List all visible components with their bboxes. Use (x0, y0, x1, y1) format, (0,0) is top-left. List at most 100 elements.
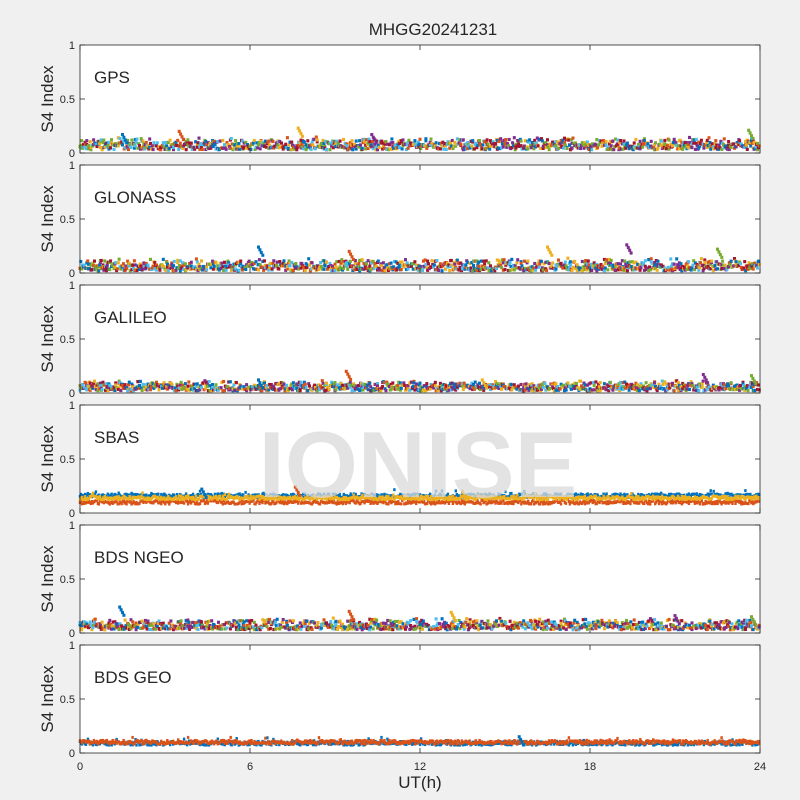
data-point (318, 265, 322, 269)
data-point (583, 383, 587, 387)
data-point (257, 378, 260, 382)
data-point (703, 375, 707, 379)
data-point (663, 142, 667, 146)
data-point (162, 145, 166, 149)
data-point (747, 261, 751, 265)
data-point (372, 266, 376, 271)
data-point (298, 140, 302, 144)
y-tick-label: 0.5 (60, 214, 75, 226)
data-point (349, 383, 353, 387)
data-point (252, 383, 256, 387)
data-point (127, 497, 130, 501)
data-point (715, 260, 719, 264)
data-point (344, 502, 347, 506)
data-point (220, 497, 223, 501)
data-point (117, 502, 120, 506)
data-point (257, 494, 260, 498)
data-point (253, 385, 257, 389)
data-point (147, 496, 150, 500)
data-point (83, 492, 87, 496)
data-point (343, 141, 347, 146)
data-point (371, 387, 375, 391)
data-point (457, 262, 461, 266)
data-point (164, 502, 167, 506)
data-point (237, 142, 241, 146)
data-point (200, 386, 203, 390)
data-point (675, 143, 679, 147)
data-point (486, 142, 490, 146)
data-point (531, 268, 535, 272)
data-point (496, 146, 500, 150)
data-point (656, 492, 659, 496)
data-point (341, 145, 345, 149)
data-point (166, 383, 170, 387)
data-point (429, 265, 433, 269)
data-point (411, 384, 415, 389)
data-point (569, 387, 573, 391)
data-point (174, 268, 178, 272)
data-point (375, 264, 379, 268)
data-point (506, 142, 509, 146)
data-point (525, 145, 529, 149)
data-point (476, 499, 479, 503)
data-point (550, 143, 554, 147)
data-point (744, 139, 748, 143)
data-point (109, 501, 112, 505)
data-point (505, 145, 509, 149)
data-point (288, 140, 292, 144)
data-point (576, 493, 579, 497)
data-point (754, 382, 758, 386)
data-point (221, 265, 225, 269)
data-point (338, 501, 341, 505)
data-point (327, 142, 331, 146)
data-point (756, 266, 759, 270)
data-point (103, 494, 106, 498)
data-point (541, 268, 545, 272)
data-point (529, 267, 533, 271)
data-point (89, 145, 93, 150)
data-point (672, 137, 676, 141)
data-point (563, 141, 566, 145)
data-point (626, 493, 629, 497)
data-point (732, 388, 736, 392)
data-point (287, 259, 291, 263)
data-point (441, 388, 445, 392)
data-point (116, 497, 119, 501)
data-point (446, 500, 450, 503)
data-point (537, 265, 541, 269)
data-point (232, 501, 235, 504)
data-point (307, 257, 311, 261)
data-point (83, 140, 87, 144)
data-point (526, 259, 530, 263)
data-point (461, 148, 465, 152)
data-point (747, 128, 751, 132)
data-point (273, 497, 276, 501)
data-point (464, 142, 468, 146)
data-point (679, 144, 683, 148)
data-point (570, 141, 574, 145)
data-point (171, 265, 175, 270)
data-point (568, 386, 572, 390)
data-point (579, 379, 583, 383)
data-point (683, 140, 687, 145)
data-point (226, 495, 229, 498)
data-point (189, 501, 193, 505)
data-point (220, 261, 224, 265)
data-point (306, 139, 310, 143)
data-point (621, 266, 625, 270)
data-point (245, 383, 249, 387)
data-point (200, 268, 204, 272)
data-point (484, 146, 488, 150)
data-point (517, 144, 521, 148)
data-point (522, 146, 526, 150)
data-point (322, 259, 326, 263)
data-point (275, 264, 279, 268)
data-point (202, 388, 206, 392)
data-point (86, 491, 90, 495)
data-point (652, 146, 656, 150)
data-point (249, 264, 253, 269)
data-point (149, 147, 153, 151)
data-point (98, 145, 102, 150)
data-point (677, 147, 681, 151)
data-point (106, 492, 109, 496)
